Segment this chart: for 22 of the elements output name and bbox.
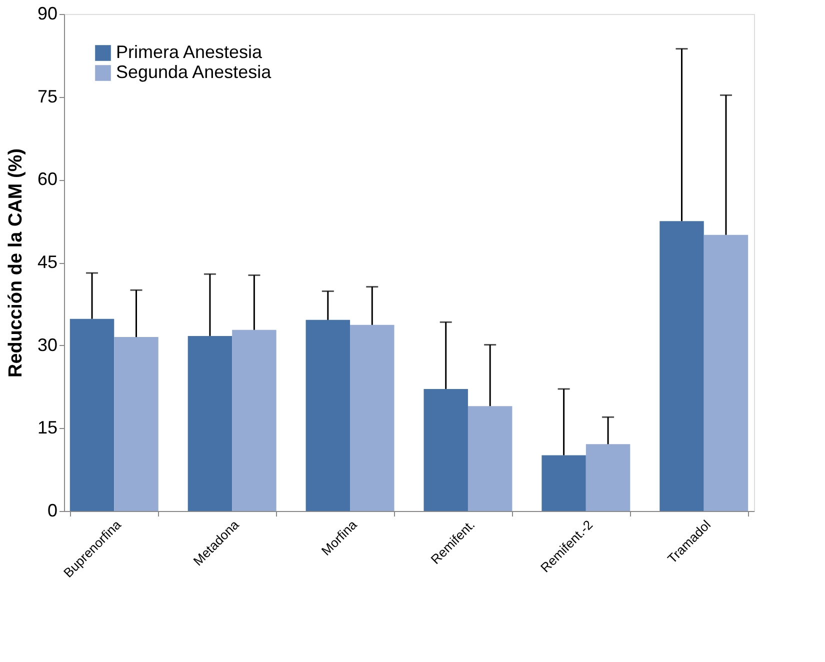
bar bbox=[424, 388, 468, 511]
y-tick-label: 60 bbox=[37, 169, 58, 190]
y-axis-title: Reducción de la CAM (%) bbox=[5, 148, 26, 378]
y-tick-label: 45 bbox=[37, 252, 58, 272]
bar bbox=[70, 318, 114, 511]
y-tick-label: 90 bbox=[37, 4, 58, 24]
bar bbox=[306, 320, 350, 511]
y-tick-label: 75 bbox=[37, 86, 58, 106]
legend-label: Segunda Anestesia bbox=[116, 62, 272, 82]
y-tick-label: 15 bbox=[37, 418, 58, 438]
bar bbox=[232, 330, 276, 511]
bar bbox=[468, 406, 512, 511]
y-tick-label: 30 bbox=[37, 334, 58, 355]
bar bbox=[188, 336, 232, 511]
bar bbox=[704, 234, 748, 511]
legend-label: Primera Anestesia bbox=[116, 42, 264, 62]
bar bbox=[114, 337, 158, 511]
bar bbox=[542, 455, 586, 511]
y-tick-label: 0 bbox=[47, 500, 58, 520]
bar bbox=[660, 221, 704, 511]
bar bbox=[586, 444, 630, 511]
bar bbox=[350, 324, 394, 511]
